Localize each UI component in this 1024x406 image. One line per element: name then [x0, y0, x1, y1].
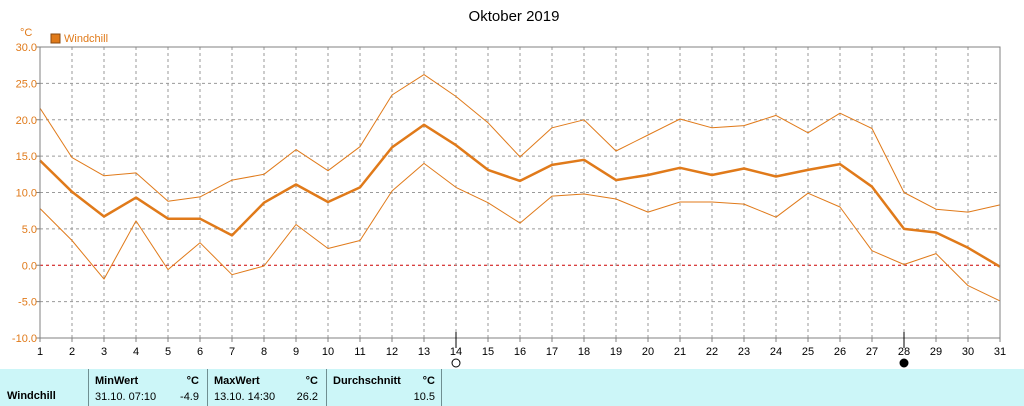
series-line-min [39, 162, 1001, 302]
x-tick-label: 11 [354, 346, 365, 358]
chart-title: Oktober 2019 [469, 8, 560, 25]
max-value: 26.2 [296, 391, 318, 403]
x-tick-label: 8 [261, 346, 267, 358]
legend-label: Windchill [64, 33, 108, 45]
x-tick-label: 15 [482, 346, 494, 358]
x-tick-label: 21 [674, 346, 686, 358]
x-tick-label: 22 [706, 346, 718, 358]
y-axis: 30.0 25.0 20.0 15.0 10.0 5.0 0.0 -5.0 -10.0 [12, 42, 40, 345]
x-tick-label: 17 [546, 346, 558, 358]
y-tick-label: 20.0 [16, 115, 37, 127]
series-group [39, 74, 1001, 302]
y-tick-label: 0.0 [22, 260, 37, 272]
series-line-max [39, 74, 1001, 213]
min-label: MinWert [95, 375, 139, 387]
series-name: Windchill [7, 390, 56, 402]
x-tick-label: 3 [101, 346, 107, 358]
y-tick-label: 30.0 [16, 42, 37, 54]
new-moon-icon [899, 358, 909, 368]
legend-swatch [50, 33, 61, 44]
x-tick-label: 7 [229, 346, 235, 358]
x-tick-label: 5 [165, 346, 171, 358]
y-tick-label: 25.0 [16, 78, 37, 90]
y-tick-label: 10.0 [16, 188, 37, 200]
max-cell: MaxWert °C 13.10. 14:30 26.2 [207, 369, 326, 406]
avg-cell: Durchschnitt °C 10.5 [326, 369, 441, 406]
footer-empty-cell [441, 369, 1024, 406]
x-tick-label: 20 [642, 346, 654, 358]
max-unit: °C [305, 375, 318, 387]
y-tick-label: -5.0 [18, 297, 37, 309]
min-unit: °C [186, 375, 199, 387]
x-tick-label: 18 [578, 346, 590, 358]
x-tick-label: 16 [514, 346, 526, 358]
max-label: MaxWert [214, 375, 260, 387]
x-tick-label: 14 [450, 346, 462, 358]
min-cell: MinWert °C 31.10. 07:10 -4.9 [88, 369, 207, 406]
x-tick-label: 24 [770, 346, 782, 358]
max-time: 13.10. 14:30 [214, 391, 276, 403]
plot-frame [39, 46, 1001, 339]
y-tick-label: -10.0 [12, 333, 37, 345]
y-tick-label: 5.0 [22, 224, 37, 236]
x-tick-label: 28 [898, 346, 910, 358]
full-moon-icon [451, 358, 461, 368]
statistics-footer: Windchill MinWert °C 31.10. 07:10 -4.9 M… [0, 369, 1024, 406]
windchill-chart: Oktober 2019 °C Windchill 30.025.020.015… [12, 8, 1006, 368]
x-tick-label: 6 [197, 346, 203, 358]
grid [40, 47, 1000, 338]
x-tick-label: 19 [610, 346, 622, 358]
x-axis: 1 2 3 4 5 6 7 8 9 10 11 12 13 14 15 16 17 18 19 20 21 22 23 24 2… [37, 338, 1006, 358]
x-tick-label: 29 [930, 346, 942, 358]
x-tick-label: 27 [866, 346, 878, 358]
x-tick-label: 13 [418, 346, 430, 358]
x-tick-label: 25 [802, 346, 814, 358]
series-name-cell: Windchill [0, 369, 88, 406]
x-tick-label: 12 [386, 346, 398, 358]
x-tick-label: 30 [962, 346, 974, 358]
avg-label: Durchschnitt [333, 375, 401, 387]
x-tick-label: 9 [293, 346, 299, 358]
series-line-mean [39, 123, 1001, 268]
x-tick-label: 26 [834, 346, 846, 358]
x-tick-label: 31 [994, 346, 1006, 358]
y-unit-label: °C [20, 27, 32, 39]
x-tick-label: 2 [69, 346, 75, 358]
x-tick-label: 10 [322, 346, 334, 358]
y-tick-label: 15.0 [16, 151, 37, 163]
avg-value: 10.5 [413, 391, 435, 403]
moon-phase-markers [451, 332, 909, 368]
x-tick-label: 1 [37, 346, 43, 358]
min-value: -4.9 [180, 391, 199, 403]
min-time: 31.10. 07:10 [95, 391, 157, 403]
avg-unit: °C [422, 375, 435, 387]
x-tick-label: 23 [738, 346, 750, 358]
x-tick-label: 4 [133, 346, 139, 358]
